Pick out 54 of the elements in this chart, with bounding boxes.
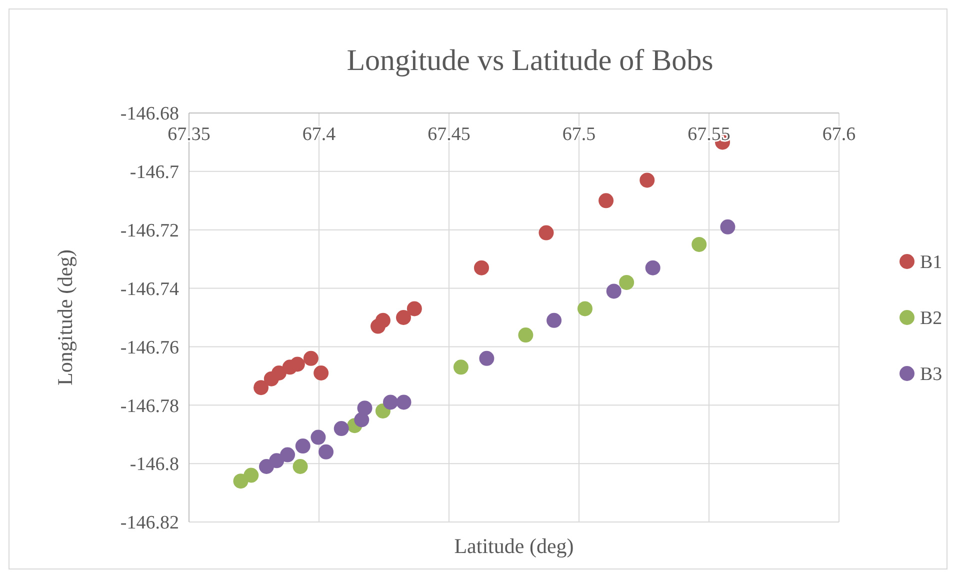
x-tick-label: 67.45 — [428, 124, 470, 145]
point — [244, 468, 259, 483]
chart-title: Longitude vs Latitude of Bobs — [346, 44, 714, 77]
point — [383, 394, 398, 410]
legend-label: B3 — [920, 364, 942, 386]
point — [577, 301, 592, 316]
point — [619, 274, 634, 290]
y-tick-label: -146.82 — [120, 512, 179, 534]
point — [354, 412, 370, 428]
point — [269, 453, 284, 468]
point — [375, 312, 390, 328]
x-tick-label: 67.5 — [562, 124, 596, 145]
point — [314, 366, 329, 381]
point — [406, 301, 422, 316]
point — [310, 430, 326, 445]
y-tick-label: -146.76 — [120, 337, 179, 358]
y-axis-title: Longitude (deg) — [53, 250, 77, 386]
legend-label: B1 — [920, 252, 942, 274]
legend-label: B2 — [920, 308, 942, 330]
point — [598, 193, 614, 208]
point — [518, 328, 534, 343]
point — [396, 394, 412, 410]
point — [254, 380, 269, 396]
point — [295, 438, 310, 454]
point — [396, 310, 411, 325]
y-tick-label: -146.78 — [120, 396, 179, 417]
point — [692, 236, 707, 252]
y-tick-label: -146.7 — [130, 162, 179, 184]
point — [271, 366, 286, 381]
point — [453, 360, 468, 375]
point — [334, 421, 349, 436]
y-tick-label: -146.74 — [120, 278, 180, 300]
y-tick-label: -146.8 — [130, 454, 179, 476]
point — [474, 260, 489, 276]
point — [720, 219, 736, 234]
x-tick-label: 67.6 — [822, 124, 856, 145]
y-tick-label: -146.68 — [120, 104, 179, 125]
point — [606, 284, 622, 299]
x-tick-label: 67.4 — [302, 124, 336, 145]
x-tick-label: 67.35 — [168, 124, 210, 145]
point — [290, 356, 305, 372]
point — [303, 350, 318, 366]
x-axis-title: Latitude (deg) — [454, 534, 574, 558]
point — [640, 172, 655, 188]
point — [280, 447, 296, 462]
x-tick-label: 67.55 — [688, 124, 730, 145]
point — [292, 458, 308, 474]
y-tick-label: -146.72 — [120, 220, 179, 242]
point — [357, 400, 372, 416]
point — [546, 312, 562, 328]
point — [538, 225, 554, 240]
point — [479, 350, 494, 366]
point — [318, 444, 334, 460]
point — [645, 260, 660, 276]
